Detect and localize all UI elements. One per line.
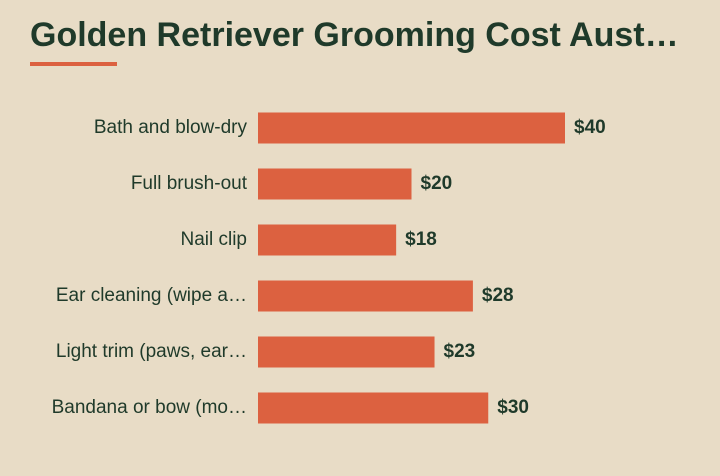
chart-title: Golden Retriever Grooming Cost Aust… bbox=[30, 16, 679, 54]
category-label: Full brush-out bbox=[131, 173, 248, 194]
value-label: $20 bbox=[421, 173, 453, 194]
value-label: $23 bbox=[444, 341, 476, 362]
bar bbox=[258, 168, 412, 200]
title-underline bbox=[30, 62, 117, 66]
bar bbox=[258, 112, 565, 144]
category-label: Bandana or bow (mo… bbox=[52, 397, 247, 418]
category-label: Bath and blow-dry bbox=[94, 117, 248, 138]
bar bbox=[258, 336, 435, 368]
value-label: $18 bbox=[405, 229, 437, 250]
bar bbox=[258, 392, 489, 424]
category-label: Nail clip bbox=[180, 229, 247, 250]
category-label: Light trim (paws, ear… bbox=[56, 341, 247, 362]
category-label: Ear cleaning (wipe a… bbox=[56, 285, 247, 306]
bar bbox=[258, 280, 473, 312]
value-label: $30 bbox=[497, 397, 529, 418]
value-label: $28 bbox=[482, 285, 514, 306]
value-label: $40 bbox=[574, 117, 606, 138]
bar bbox=[258, 224, 397, 256]
